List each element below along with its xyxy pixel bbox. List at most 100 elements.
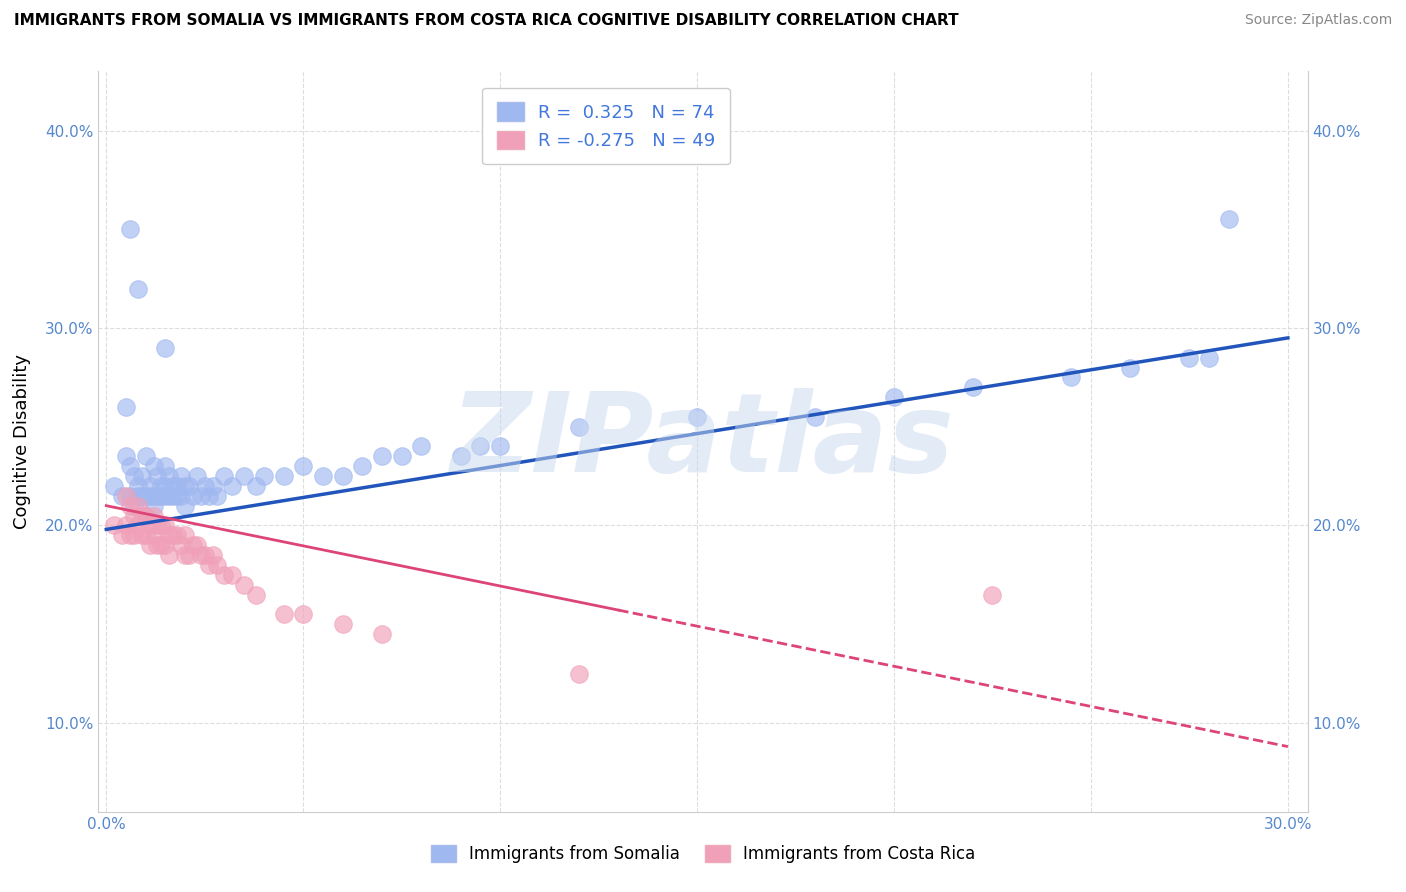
Point — [118, 528, 141, 542]
Point — [470, 440, 492, 454]
Point — [233, 469, 256, 483]
Point — [111, 489, 134, 503]
Point — [568, 666, 591, 681]
Point — [194, 479, 217, 493]
Point — [135, 508, 157, 523]
Point — [292, 459, 315, 474]
Point — [127, 499, 149, 513]
Point — [174, 548, 197, 562]
Text: IMMIGRANTS FROM SOMALIA VS IMMIGRANTS FROM COSTA RICA COGNITIVE DISABILITY CORRE: IMMIGRANTS FROM SOMALIA VS IMMIGRANTS FR… — [14, 13, 959, 29]
Point — [122, 469, 145, 483]
Point — [568, 419, 591, 434]
Point — [135, 528, 157, 542]
Point — [1198, 351, 1220, 365]
Point — [127, 479, 149, 493]
Point — [127, 489, 149, 503]
Point — [146, 518, 169, 533]
Point — [245, 479, 267, 493]
Point — [111, 528, 134, 542]
Point — [273, 469, 295, 483]
Point — [174, 479, 197, 493]
Point — [150, 479, 173, 493]
Point — [135, 508, 157, 523]
Point — [157, 528, 180, 542]
Point — [194, 548, 217, 562]
Point — [197, 558, 219, 572]
Point — [1218, 212, 1240, 227]
Point — [170, 538, 193, 552]
Point — [371, 627, 394, 641]
Point — [155, 341, 177, 355]
Point — [205, 489, 228, 503]
Point — [157, 548, 180, 562]
Point — [391, 450, 413, 464]
Point — [292, 607, 315, 622]
Point — [166, 489, 188, 503]
Point — [138, 489, 160, 503]
Point — [686, 409, 709, 424]
Point — [181, 489, 204, 503]
Point — [138, 538, 160, 552]
Point — [214, 469, 236, 483]
Point — [221, 479, 243, 493]
Point — [201, 479, 224, 493]
Point — [162, 479, 184, 493]
Text: ZIPatlas: ZIPatlas — [451, 388, 955, 495]
Point — [146, 469, 169, 483]
Point — [150, 489, 173, 503]
Point — [135, 450, 157, 464]
Point — [103, 479, 125, 493]
Point — [214, 567, 236, 582]
Point — [142, 459, 165, 474]
Point — [190, 548, 212, 562]
Point — [1119, 360, 1142, 375]
Point — [489, 440, 512, 454]
Point — [352, 459, 374, 474]
Point — [122, 499, 145, 513]
Point — [205, 558, 228, 572]
Point — [411, 440, 433, 454]
Point — [155, 538, 177, 552]
Text: Source: ZipAtlas.com: Source: ZipAtlas.com — [1244, 13, 1392, 28]
Point — [142, 499, 165, 513]
Point — [118, 489, 141, 503]
Point — [157, 489, 180, 503]
Point — [115, 400, 138, 414]
Point — [245, 588, 267, 602]
Point — [115, 450, 138, 464]
Point — [118, 459, 141, 474]
Point — [122, 508, 145, 523]
Legend: Immigrants from Somalia, Immigrants from Costa Rica: Immigrants from Somalia, Immigrants from… — [425, 838, 981, 870]
Point — [142, 489, 165, 503]
Point — [177, 548, 200, 562]
Point — [131, 508, 153, 523]
Point — [312, 469, 335, 483]
Y-axis label: Cognitive Disability: Cognitive Disability — [13, 354, 31, 529]
Point — [162, 528, 184, 542]
Point — [170, 469, 193, 483]
Point — [166, 479, 188, 493]
Point — [162, 489, 184, 503]
Point — [155, 489, 177, 503]
Point — [131, 469, 153, 483]
Point — [155, 518, 177, 533]
Point — [883, 390, 905, 404]
Point — [131, 528, 153, 542]
Point — [233, 577, 256, 591]
Point — [150, 518, 173, 533]
Point — [450, 450, 472, 464]
Point — [135, 489, 157, 503]
Point — [1178, 351, 1201, 365]
Point — [186, 469, 208, 483]
Point — [962, 380, 984, 394]
Point — [177, 479, 200, 493]
Point — [127, 518, 149, 533]
Point — [146, 538, 169, 552]
Point — [197, 489, 219, 503]
Point — [221, 567, 243, 582]
Point — [273, 607, 295, 622]
Point — [142, 508, 165, 523]
Point — [1060, 370, 1083, 384]
Point — [181, 538, 204, 552]
Point — [186, 538, 208, 552]
